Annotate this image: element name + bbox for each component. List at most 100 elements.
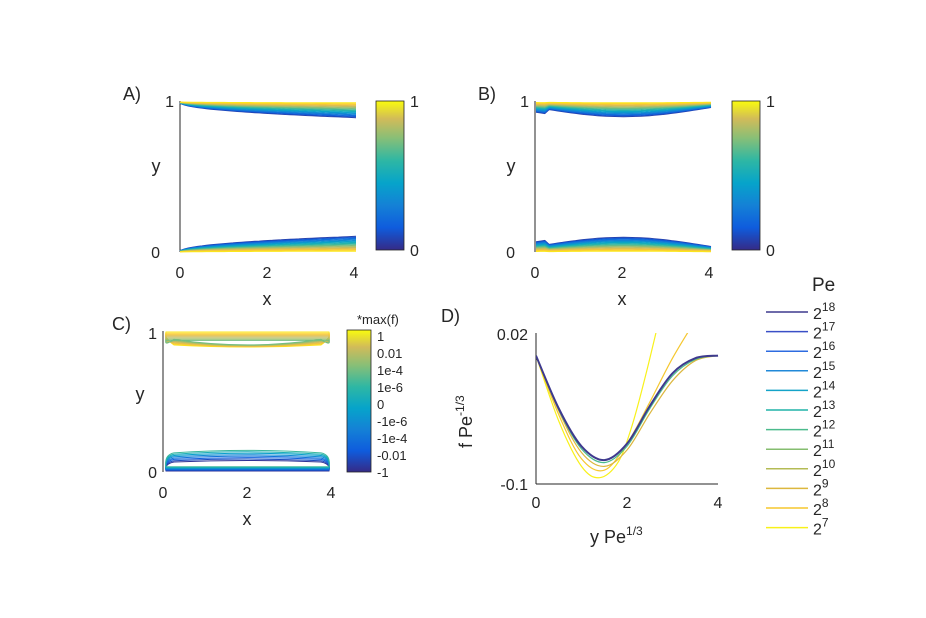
- legend-entry-13: 213: [766, 398, 836, 421]
- B-contours-level-12-top: [535, 103, 712, 108]
- legend-title: Pe: [812, 275, 835, 296]
- B-contours-level-10-top: [535, 104, 712, 110]
- panel-a-cbar-tick-0: 0: [410, 243, 419, 260]
- legend-label-12: 212: [813, 418, 836, 441]
- panel-c-ytick-1: 1: [148, 326, 157, 343]
- legend-label-exp: 14: [822, 378, 836, 392]
- series-line-2-7: [536, 333, 657, 479]
- series-line-2-9: [536, 355, 719, 468]
- panel-d-xlabel-exp: 1/3: [626, 524, 643, 538]
- legend-label-base: 2: [813, 404, 822, 421]
- legend-label-10: 210: [813, 457, 836, 480]
- legend-label-base: 2: [813, 463, 822, 480]
- legend-label-14: 214: [813, 378, 836, 401]
- panel-c-colorbar: [346, 329, 372, 473]
- panel-c-bottom-cell-2: [165, 457, 330, 471]
- legend-label-exp: 16: [822, 339, 836, 353]
- B-contours-level-12-bottom: [535, 246, 712, 251]
- panel-d-series: [536, 333, 719, 479]
- legend-entry-11: 211: [766, 437, 835, 460]
- B-contours-level-0-top: [535, 107, 712, 118]
- panel-c-bottom-cell-1: [165, 458, 330, 471]
- panel-b-ytick-1: 1: [520, 94, 529, 111]
- legend-label-exp: 8: [822, 496, 829, 510]
- panel-c-cbar-tick-6: -1e-4: [377, 431, 407, 446]
- panel-d-ylabel-exp: -1/3: [453, 395, 467, 416]
- B-contours-level-15-top: [535, 102, 712, 106]
- panel-c-cbar-ticks: 1 0.01 1e-4 1e-6 0 -1e-6 -1e-4 -0.01 -1: [377, 329, 407, 480]
- B-contours-level-15-bottom: [535, 248, 712, 252]
- panel-c-ytick-0: 0: [148, 465, 157, 482]
- legend-label-base: 2: [813, 424, 822, 441]
- panel-d-xlabel: y Pe1/3: [590, 524, 643, 547]
- legend-label-exp: 11: [822, 437, 835, 451]
- legend-label-exp: 15: [822, 359, 836, 373]
- panel-b-xtick-4: 4: [705, 265, 714, 282]
- legend-label-base: 2: [813, 326, 822, 343]
- B-contours-level-5-bottom: [535, 240, 712, 249]
- panel-b-label: B): [478, 84, 496, 104]
- panel-a-ytick-0: 0: [151, 245, 160, 262]
- legend-label-9: 29: [813, 476, 829, 499]
- panel-a-cbar-tick-1: 1: [410, 94, 419, 111]
- panel-a-ylabel: y: [152, 156, 161, 176]
- legend-label-11: 211: [813, 437, 835, 460]
- legend-label-8: 28: [813, 496, 829, 519]
- panel-d: D) 0.02 -0.1 0 2 4 y Pe1/3 f Pe-1/3: [441, 306, 723, 547]
- legend-label-exp: 12: [822, 418, 836, 432]
- legend-label-exp: 13: [822, 398, 836, 412]
- legend-entry-14: 214: [766, 378, 836, 401]
- legend-entry-18: 218: [766, 300, 836, 323]
- legend-label-exp: 18: [822, 300, 836, 314]
- panel-c-xtick-2: 2: [243, 485, 252, 502]
- legend-entry-12: 212: [766, 418, 836, 441]
- legend-entry-15: 215: [766, 359, 836, 382]
- legend-label-exp: 9: [822, 476, 829, 490]
- B-contours-level-5-top: [535, 105, 712, 114]
- panel-b-xtick-2: 2: [618, 265, 627, 282]
- B-contours-level-3-top: [535, 106, 712, 115]
- legend-label-base: 2: [813, 345, 822, 362]
- legend-label-exp: 10: [822, 457, 836, 471]
- legend-entry-9: 29: [766, 476, 829, 499]
- legend-label-base: 2: [813, 502, 822, 519]
- legend-label-base: 2: [813, 482, 822, 499]
- series-line-2-18: [536, 354, 719, 462]
- panel-d-ytick-top: 0.02: [497, 327, 528, 344]
- panel-b-ytick-0: 0: [506, 245, 515, 262]
- panel-c-bottom-cell-4: [165, 454, 330, 470]
- panel-c-cbar-tick-0: 1: [377, 329, 384, 344]
- panel-c-xlabel: x: [243, 509, 252, 529]
- panel-d-label: D): [441, 306, 460, 326]
- legend-label-13: 213: [813, 398, 836, 421]
- panel-c-bottom-cell-7: [165, 449, 330, 468]
- panel-a-xtick-0: 0: [176, 265, 185, 282]
- legend-entry-10: 210: [766, 457, 836, 480]
- panel-b-xlabel: x: [618, 289, 627, 309]
- legend-label-18: 218: [813, 300, 836, 323]
- panel-d-xlabel-base: y Pe: [590, 527, 626, 547]
- legend-entry-7: 27: [766, 516, 829, 539]
- panel-c-cbar-title: *max(f): [357, 312, 399, 327]
- legend-entry-16: 216: [766, 339, 836, 362]
- B-contours-level-3-bottom: [535, 239, 712, 248]
- panel-b-xtick-0: 0: [531, 265, 540, 282]
- panel-a-xlabel: x: [263, 289, 272, 309]
- panel-b-contours: [535, 101, 712, 253]
- panel-a-ytick-1: 1: [165, 94, 174, 111]
- A-contours-level-18-top: [179, 101, 356, 104]
- panel-c-ylabel: y: [136, 384, 145, 404]
- legend-label-exp: 7: [822, 516, 829, 530]
- panel-c-cbar-tick-5: -1e-6: [377, 414, 407, 429]
- legend-label-base: 2: [813, 443, 822, 460]
- panel-b-colorbar: [731, 100, 761, 251]
- B-contours-level-17-top: [536, 102, 712, 104]
- panel-d-xtick-2: 2: [623, 495, 632, 512]
- panel-c-cbar-tick-7: -0.01: [377, 448, 407, 463]
- panel-d-xtick-4: 4: [714, 495, 723, 512]
- panel-d-xtick-0: 0: [532, 495, 541, 512]
- panel-c-bottom-cell-3: [165, 455, 330, 470]
